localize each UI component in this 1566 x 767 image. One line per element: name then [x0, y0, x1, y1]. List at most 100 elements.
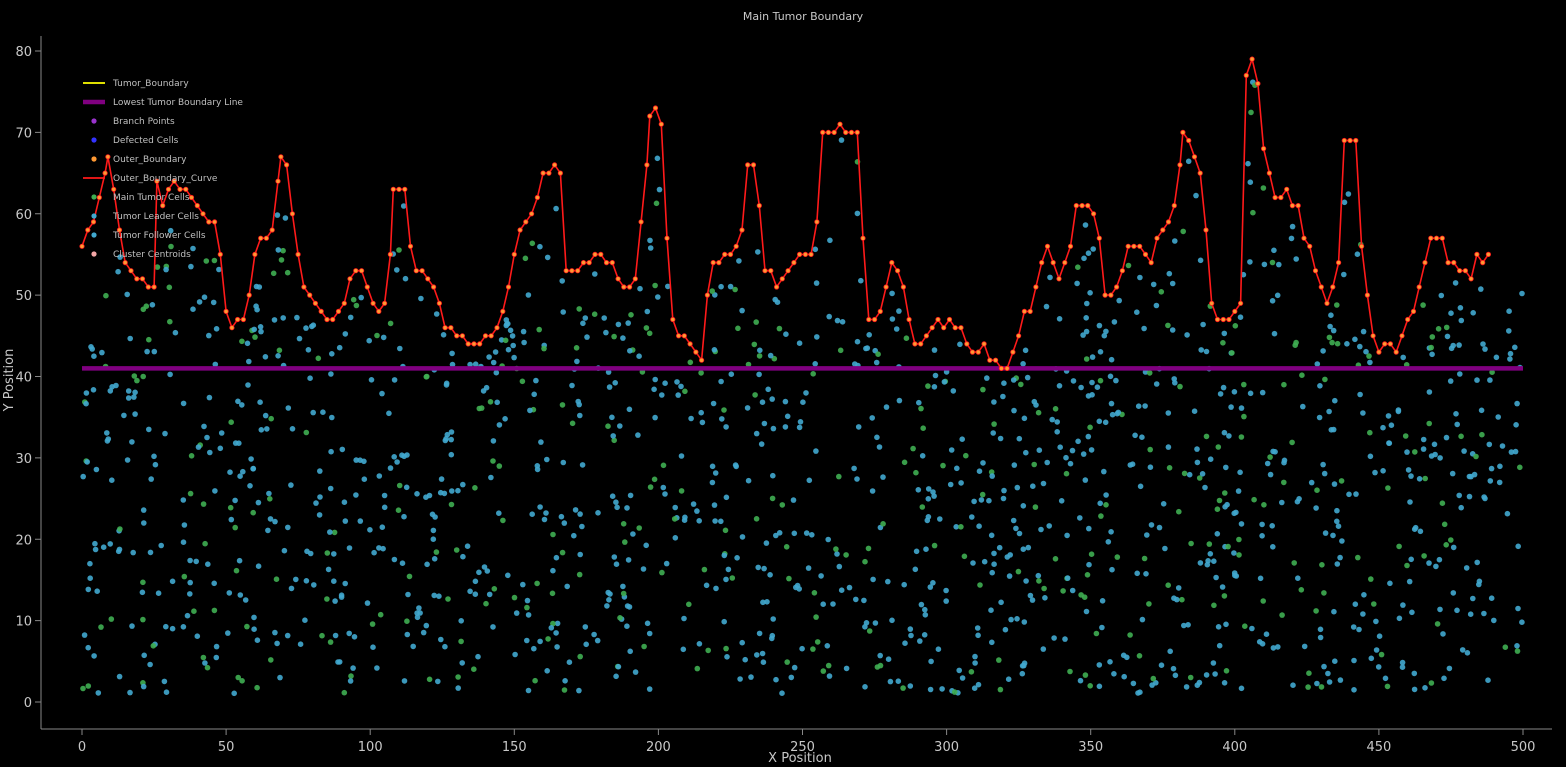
tumor-leader-cell — [605, 369, 612, 375]
tumor-leader-cell — [1514, 643, 1520, 649]
outer-boundary-point — [854, 129, 860, 135]
tumor-leader-cell — [646, 630, 653, 637]
tumor-leader-cell — [863, 620, 870, 626]
main-tumor-cell — [1166, 465, 1173, 471]
outer-boundary-point — [353, 268, 359, 274]
tumor-leader-cell — [998, 599, 1004, 606]
outer-boundary-point — [1197, 170, 1203, 176]
tumor-leader-cell — [1474, 377, 1480, 383]
tumor-leader-cell — [236, 557, 243, 564]
tumor-leader-cell — [232, 497, 238, 504]
tumor-leader-cell — [414, 610, 420, 616]
main-tumor-cell — [324, 550, 331, 556]
main-tumor-cell — [1261, 502, 1267, 508]
outer-boundary-point — [1125, 243, 1131, 249]
tumor-leader-cell — [237, 592, 244, 598]
tumor-leader-cell — [275, 247, 282, 253]
tumor-leader-cell — [104, 430, 110, 436]
tumor-leader-cell — [1325, 670, 1331, 677]
outer-boundary-point — [223, 308, 229, 314]
tumor-leader-cell — [791, 664, 798, 671]
tumor-leader-cell — [672, 504, 678, 511]
tumor-leader-cell — [1077, 677, 1084, 684]
tumor-leader-cell — [885, 656, 892, 662]
main-tumor-cell — [233, 567, 240, 574]
tumor-leader-cell — [1207, 456, 1214, 463]
tumor-leader-cell — [1259, 641, 1266, 647]
main-tumor-cell — [1075, 264, 1081, 271]
outer-boundary-point — [1203, 227, 1209, 233]
tumor-leader-cell — [1314, 680, 1320, 687]
y-tick-label: 80 — [15, 45, 32, 60]
main-tumor-cell — [776, 325, 783, 332]
main-tumor-cell — [783, 544, 790, 550]
tumor-leader-cell — [148, 476, 154, 482]
tumor-leader-cell — [975, 632, 981, 639]
tumor-leader-cell — [1147, 464, 1154, 471]
tumor-leader-cell — [754, 652, 760, 658]
tumor-leader-cell — [1380, 424, 1386, 431]
tumor-leader-cell — [825, 536, 831, 543]
outer-boundary-point — [258, 235, 264, 241]
tumor-leader-cell — [1137, 483, 1144, 490]
main-tumor-cell — [341, 689, 348, 696]
tumor-leader-cell — [163, 623, 169, 630]
tumor-leader-cell — [85, 644, 91, 651]
tumor-leader-cell — [1271, 330, 1278, 337]
main-tumor-cell — [1334, 340, 1341, 347]
main-tumor-cell — [1429, 334, 1436, 340]
tumor-leader-cell — [258, 427, 265, 433]
tumor-leader-cell — [391, 454, 398, 460]
tumor-leader-cell — [132, 411, 138, 417]
tumor-leader-cell — [254, 637, 261, 643]
tumor-leader-cell — [1289, 223, 1296, 230]
tumor-leader-cell — [246, 358, 252, 365]
main-tumor-cell — [448, 501, 455, 508]
main-tumor-cell — [1281, 479, 1287, 486]
outer-boundary-point — [1238, 300, 1244, 306]
main-tumor-cell — [1329, 339, 1335, 346]
outer-boundary-point — [1243, 72, 1249, 79]
tumor-leader-cell — [386, 410, 392, 417]
tumor-leader-cell — [1317, 626, 1324, 633]
tumor-leader-cell — [1456, 342, 1462, 348]
tumor-leader-cell — [297, 641, 304, 647]
main-tumor-cell — [825, 662, 832, 669]
main-tumor-cell — [646, 330, 653, 337]
tumor-leader-cell — [212, 361, 219, 368]
main-tumor-cell — [1067, 668, 1073, 675]
tumor-leader-cell — [1327, 323, 1333, 330]
tumor-leader-cell — [364, 600, 371, 606]
tumor-leader-cell — [632, 669, 639, 675]
tumor-leader-cell — [1196, 679, 1203, 686]
outer-boundary-point — [1108, 292, 1114, 298]
tumor-leader-cell — [1191, 408, 1198, 415]
outer-boundary-point — [670, 316, 676, 323]
main-tumor-cell — [920, 425, 926, 432]
tumor-leader-cell — [861, 597, 867, 604]
tumor-leader-cell — [1453, 411, 1459, 417]
tumor-leader-cell — [320, 409, 326, 416]
main-tumor-cell — [1248, 109, 1254, 116]
outer-boundary-point — [289, 211, 295, 217]
outer-boundary-point — [128, 268, 134, 274]
tumor-leader-cell — [862, 684, 868, 690]
main-tumor-cell — [1421, 553, 1427, 559]
tumor-leader-cell — [1212, 671, 1218, 677]
tumor-leader-cell — [1368, 655, 1375, 662]
tumor-leader-cell — [1116, 297, 1122, 304]
tumor-leader-cell — [217, 445, 224, 452]
tumor-leader-cell — [1010, 517, 1017, 524]
outer-boundary-point — [941, 325, 947, 331]
outer-boundary-point — [652, 105, 659, 111]
tumor-leader-cell — [818, 573, 824, 579]
main-tumor-cell — [502, 337, 509, 344]
outer-boundary-point — [952, 325, 958, 331]
main-tumor-cell — [1441, 521, 1448, 528]
tumor-leader-cell — [1231, 510, 1237, 517]
outer-boundary-point — [347, 276, 353, 282]
outer-boundary-point — [1278, 194, 1284, 201]
tumor-leader-cell — [959, 436, 965, 443]
main-tumor-cell — [254, 684, 260, 691]
